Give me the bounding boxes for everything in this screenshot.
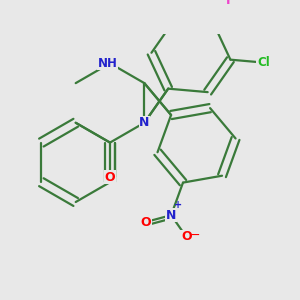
Text: O: O (181, 230, 192, 243)
Text: +: + (174, 200, 182, 210)
Text: O: O (105, 171, 115, 184)
Text: N: N (139, 116, 149, 129)
Text: O: O (140, 215, 151, 229)
Text: N: N (166, 209, 176, 222)
Text: Cl: Cl (257, 56, 270, 69)
Text: NH: NH (98, 57, 118, 70)
Text: −: − (190, 229, 201, 242)
Text: F: F (226, 0, 235, 7)
